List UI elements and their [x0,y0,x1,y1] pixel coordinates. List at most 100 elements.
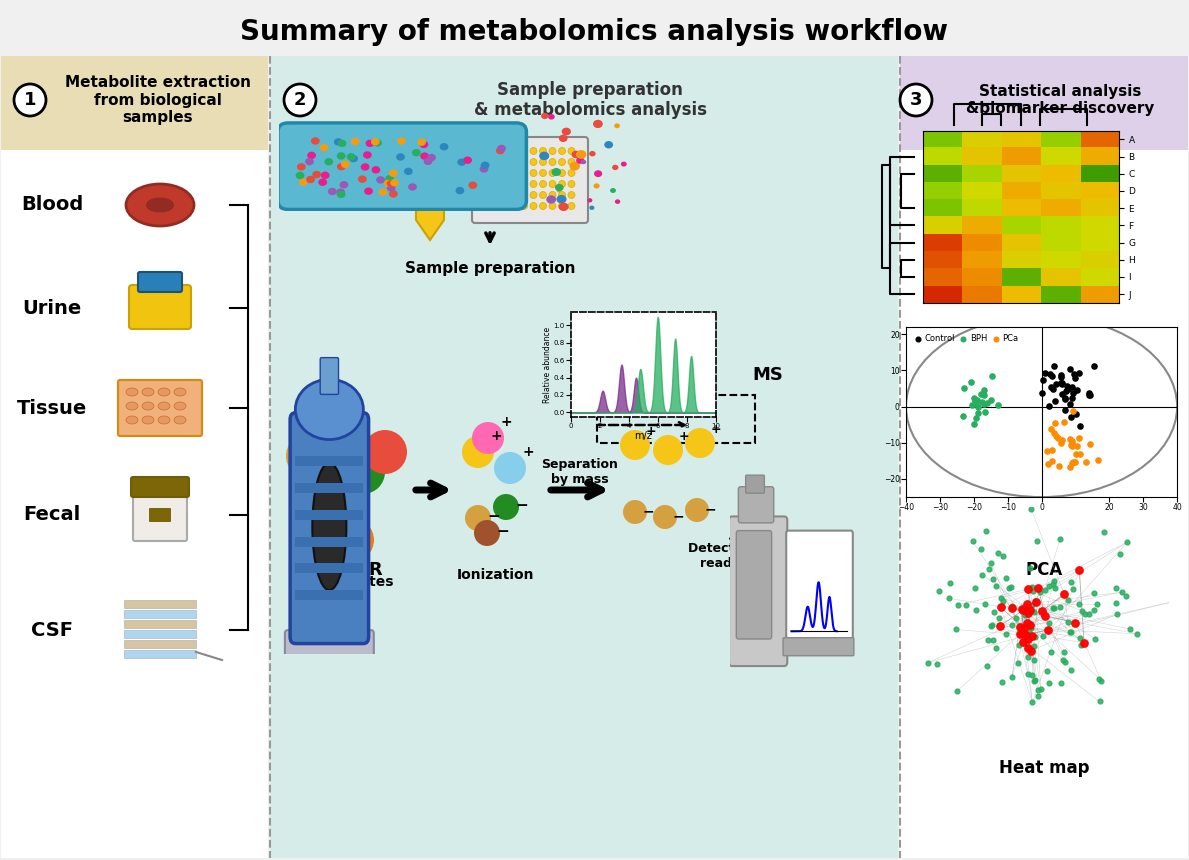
Point [1024,674,1043,688]
PCa [1065,455,1084,469]
Point [1019,667,1038,681]
FancyBboxPatch shape [900,56,1188,150]
Circle shape [581,160,586,164]
BPH [964,417,983,431]
Circle shape [312,138,320,144]
Circle shape [521,148,528,155]
FancyBboxPatch shape [295,510,364,519]
Circle shape [575,150,586,159]
Point [975,598,994,611]
Circle shape [479,165,489,173]
Point [963,534,982,548]
PCa [1037,445,1056,458]
FancyBboxPatch shape [295,457,364,466]
Point [1028,683,1048,697]
Circle shape [420,141,428,148]
Circle shape [559,158,566,165]
Circle shape [559,135,567,142]
Circle shape [653,435,682,465]
Point [1045,581,1064,595]
Text: Metabolites: Metabolites [302,575,395,589]
FancyBboxPatch shape [124,650,196,658]
Text: +: + [490,429,502,443]
Point [988,546,1007,560]
Circle shape [336,152,346,160]
Point [1011,627,1030,641]
Ellipse shape [174,416,185,424]
Control [1061,397,1080,411]
Point [983,634,1002,648]
Circle shape [307,151,316,159]
Text: −: − [487,509,499,524]
Circle shape [559,202,566,210]
Circle shape [559,148,566,155]
Circle shape [685,428,715,458]
Circle shape [411,149,421,157]
Polygon shape [416,170,443,240]
Point [1031,585,1050,599]
Point [1111,548,1130,562]
Circle shape [371,138,379,145]
Point [1062,663,1081,677]
Circle shape [351,138,359,145]
Legend: Control, BPH, PCa: Control, BPH, PCa [911,331,1021,347]
Point [1053,653,1072,666]
Circle shape [511,169,518,176]
Circle shape [568,202,575,210]
Point [1080,607,1099,621]
FancyBboxPatch shape [149,508,171,522]
BPH [954,408,973,422]
Point [939,592,958,605]
Circle shape [559,202,568,211]
Point [1021,621,1040,635]
Point [1026,673,1045,687]
Circle shape [615,123,619,128]
Circle shape [319,179,327,186]
Point [946,623,965,636]
Circle shape [604,141,614,149]
Point [1023,629,1042,642]
Point [1011,620,1030,634]
Point [1056,655,1075,669]
Circle shape [389,190,398,198]
Point [992,600,1011,614]
Circle shape [350,155,358,163]
Point [979,562,998,576]
Point [982,618,1001,632]
Circle shape [358,175,366,183]
BPH [977,396,996,410]
Circle shape [621,162,627,167]
FancyBboxPatch shape [1,150,268,858]
Text: Heat map: Heat map [999,759,1089,777]
Control [1053,377,1072,390]
Point [1039,676,1058,690]
Ellipse shape [126,184,194,226]
Circle shape [541,113,548,119]
Point [1036,583,1055,597]
BPH [975,405,994,419]
Circle shape [496,147,504,154]
Circle shape [540,181,547,187]
Circle shape [384,180,392,187]
PCa [1055,415,1074,429]
Point [1038,664,1057,678]
Point [1018,598,1037,611]
PCa [1043,454,1062,468]
Circle shape [570,162,580,170]
Point [1020,604,1039,617]
Point [1020,624,1039,638]
Circle shape [502,192,509,199]
Point [1019,606,1038,620]
BPH [982,369,1001,383]
Point [1023,696,1042,709]
Circle shape [619,430,650,460]
Point [977,659,996,673]
Text: CSF: CSF [31,621,73,640]
Circle shape [572,150,580,158]
Point [1042,645,1061,659]
Circle shape [474,520,501,546]
Circle shape [320,144,328,151]
Control [1056,403,1075,417]
Circle shape [493,452,526,484]
Circle shape [455,187,465,194]
